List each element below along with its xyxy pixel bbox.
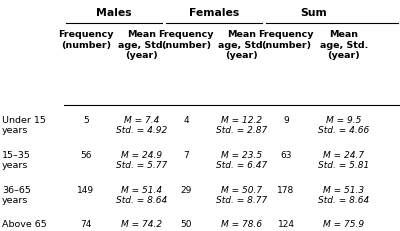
Text: M = 74.2
Std. = 5.60: M = 74.2 Std. = 5.60 bbox=[116, 219, 168, 231]
Text: 15–35
years: 15–35 years bbox=[2, 150, 31, 170]
Text: Frequency
(number): Frequency (number) bbox=[258, 30, 314, 49]
Text: 4: 4 bbox=[183, 116, 189, 125]
Text: 50: 50 bbox=[180, 219, 192, 228]
Text: Frequency
(number): Frequency (number) bbox=[158, 30, 214, 49]
Text: 29: 29 bbox=[180, 185, 192, 194]
Text: 7: 7 bbox=[183, 150, 189, 159]
Text: M = 50.7
Std. = 8.77: M = 50.7 Std. = 8.77 bbox=[216, 185, 268, 204]
Text: 56: 56 bbox=[80, 150, 92, 159]
Text: 36–65
years: 36–65 years bbox=[2, 185, 31, 204]
Text: 63: 63 bbox=[280, 150, 292, 159]
Text: M = 51.3
Std. = 8.64: M = 51.3 Std. = 8.64 bbox=[318, 185, 370, 204]
Text: Females: Females bbox=[189, 8, 239, 18]
Text: M = 78.6
Std. = 6.77: M = 78.6 Std. = 6.77 bbox=[216, 219, 268, 231]
Text: Above 65
years: Above 65 years bbox=[2, 219, 47, 231]
Text: 178: 178 bbox=[277, 185, 295, 194]
Text: M = 23.5
Std. = 6.47: M = 23.5 Std. = 6.47 bbox=[216, 150, 268, 170]
Text: Sum: Sum bbox=[301, 8, 327, 18]
Text: M = 51.4
Std. = 8.64: M = 51.4 Std. = 8.64 bbox=[116, 185, 168, 204]
Text: Under 15
years: Under 15 years bbox=[2, 116, 46, 135]
Text: M = 75.9
Std. = 6.45: M = 75.9 Std. = 6.45 bbox=[318, 219, 370, 231]
Text: Frequency
(number): Frequency (number) bbox=[58, 30, 114, 49]
Text: 149: 149 bbox=[78, 185, 94, 194]
Text: 5: 5 bbox=[83, 116, 89, 125]
Text: Mean
age, Std.
(year): Mean age, Std. (year) bbox=[218, 30, 266, 60]
Text: 9: 9 bbox=[283, 116, 289, 125]
Text: Males: Males bbox=[96, 8, 132, 18]
Text: Mean
age, Std.
(year): Mean age, Std. (year) bbox=[320, 30, 368, 60]
Text: M = 9.5
Std. = 4.66: M = 9.5 Std. = 4.66 bbox=[318, 116, 370, 135]
Text: Mean
age, Std.
(year): Mean age, Std. (year) bbox=[118, 30, 166, 60]
Text: M = 24.9
Std. = 5.77: M = 24.9 Std. = 5.77 bbox=[116, 150, 168, 170]
Text: M = 24.7
Std. = 5.81: M = 24.7 Std. = 5.81 bbox=[318, 150, 370, 170]
Text: M = 7.4
Std. = 4.92: M = 7.4 Std. = 4.92 bbox=[116, 116, 168, 135]
Text: 124: 124 bbox=[278, 219, 294, 228]
Text: M = 12.2
Std. = 2.87: M = 12.2 Std. = 2.87 bbox=[216, 116, 268, 135]
Text: 74: 74 bbox=[80, 219, 92, 228]
